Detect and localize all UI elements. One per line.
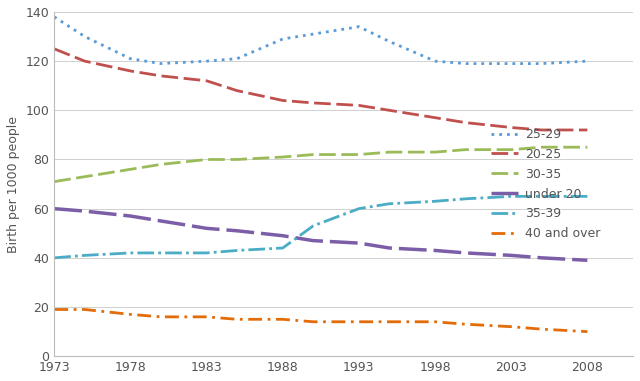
Legend: 25-29, 20-25, 30-35, under 20, 35-39, 40 and over: 25-29, 20-25, 30-35, under 20, 35-39, 40… <box>486 123 605 245</box>
Y-axis label: Birth per 1000 people: Birth per 1000 people <box>7 115 20 253</box>
